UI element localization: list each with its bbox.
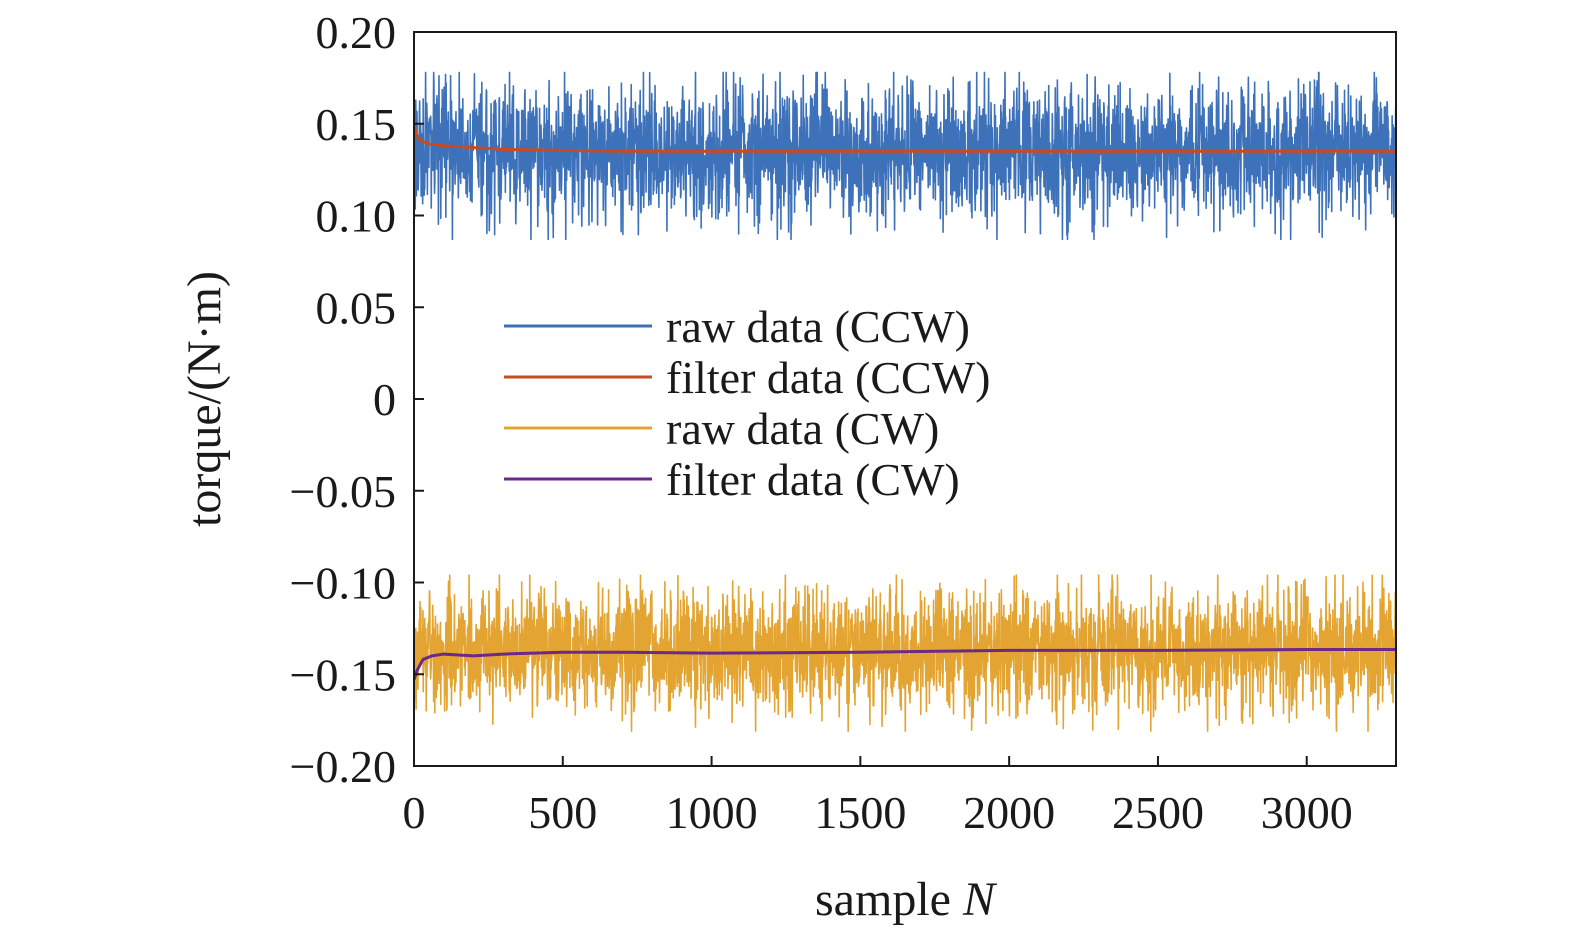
y-tick-label: −0.20 [290,741,396,792]
series-line-3 [414,647,1396,681]
x-tick-label: 1000 [666,787,758,838]
y-tick-label: 0.05 [316,282,397,333]
x-tick-label: 2000 [963,787,1055,838]
x-tick-label: 3000 [1261,787,1353,838]
legend-label-2: raw data (CW) [666,403,939,454]
series-layer [414,71,1396,732]
y-tick-label: 0.15 [316,99,397,150]
legend-label-0: raw data (CCW) [666,301,970,352]
x-tick-label: 500 [528,787,597,838]
y-tick-label: −0.15 [290,649,396,700]
series-line-0 [414,71,1396,241]
series-line-1 [414,123,1396,153]
x-axis-ticks: 0 500 1000 1500 2000 2500 3000 [403,756,1353,838]
y-axis-ticks: 0.20 0.15 0.10 0.05 0 −0.05 −0.10 −0.15 −0.20 [290,7,424,792]
y-tick-label: 0.10 [316,191,397,242]
y-tick-label: −0.05 [290,466,396,517]
legend-label-1: filter data (CCW) [666,352,990,403]
x-axis-label: sample N [815,873,998,926]
legend: raw data (CCW)filter data (CCW)raw data … [504,301,990,505]
x-tick-label: 0 [403,787,426,838]
y-tick-label: 0 [373,374,396,425]
x-tick-label: 2500 [1112,787,1204,838]
x-axis-label-variable: N [962,873,998,926]
y-tick-label: 0.20 [316,7,397,58]
x-tick-label: 1500 [814,787,906,838]
y-axis-label: torque/(N·m) [178,271,231,527]
legend-label-3: filter data (CW) [666,454,960,505]
y-tick-label: −0.10 [290,558,396,609]
x-axis-label-text: sample [815,873,951,926]
